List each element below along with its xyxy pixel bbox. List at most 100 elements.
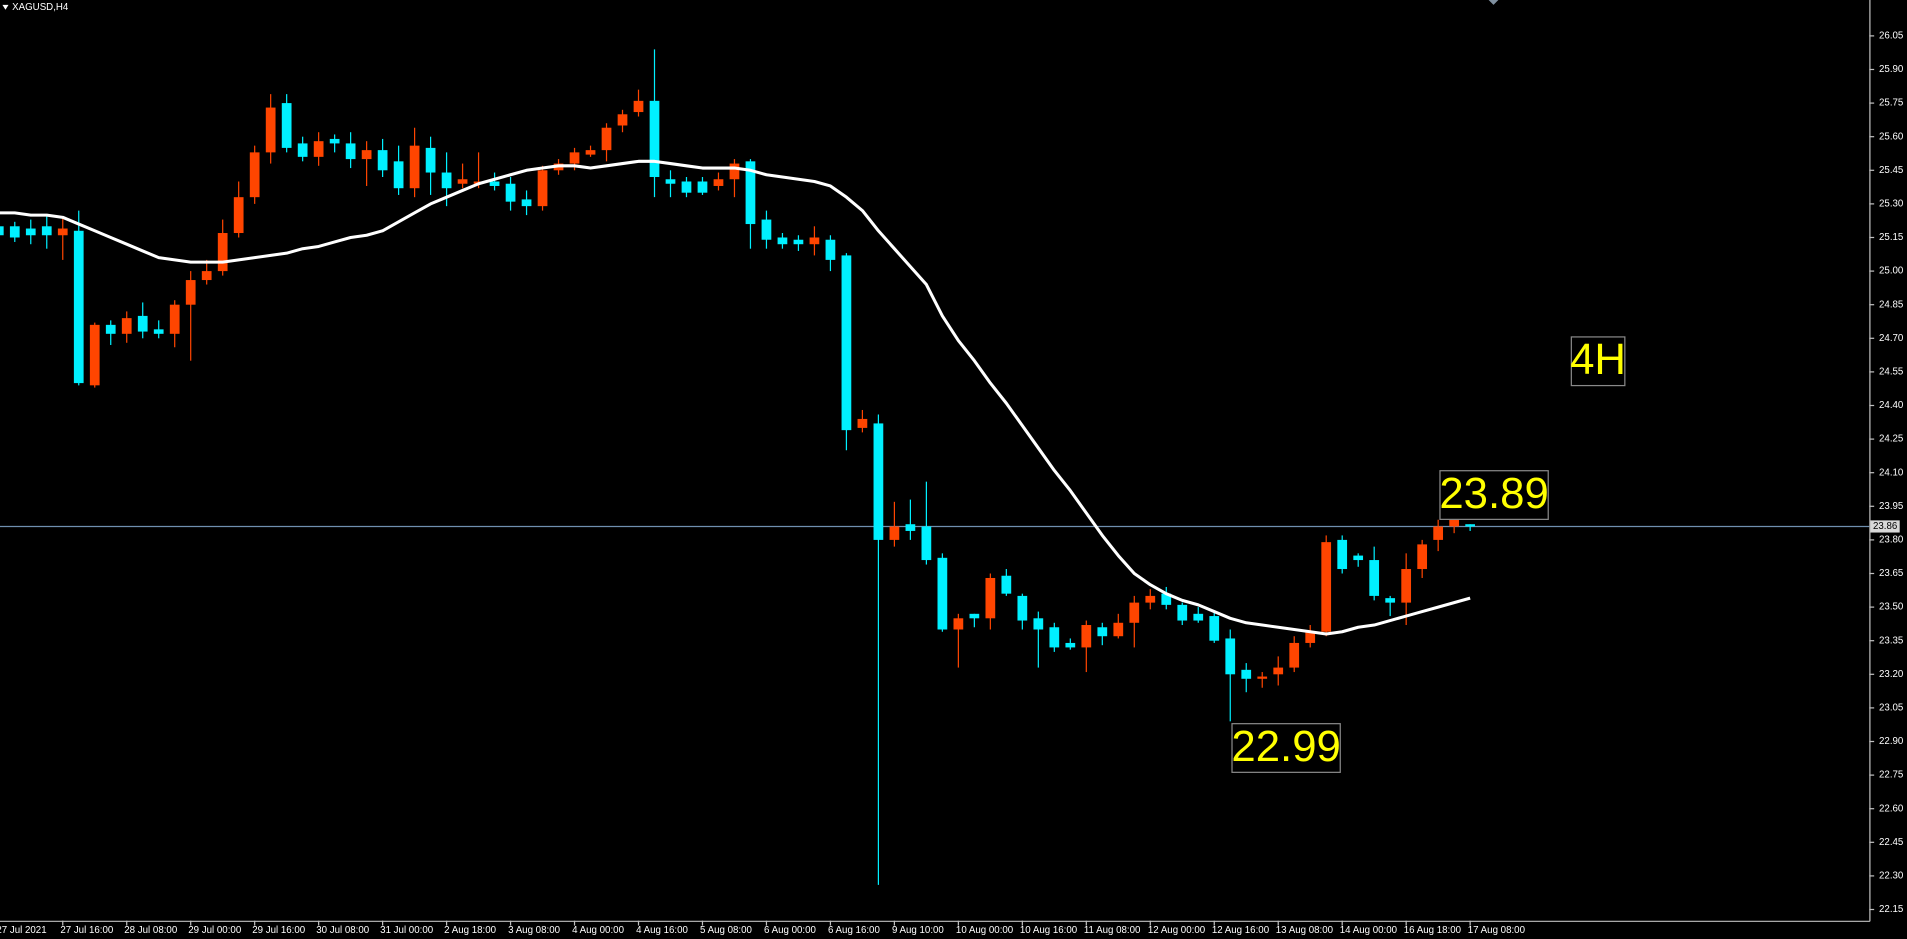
candle-body [1081, 625, 1092, 648]
candle-body [345, 143, 356, 160]
candle-body [1209, 616, 1220, 641]
candle-body [1337, 539, 1348, 570]
candle-body [1289, 642, 1300, 668]
candle-body [1321, 542, 1332, 632]
candle-body [1305, 631, 1316, 643]
candle-body [233, 197, 244, 234]
candle-body [729, 163, 740, 180]
y-tick-label: 24.10 [1879, 467, 1904, 478]
x-tick-label: 4 Aug 00:00 [572, 925, 624, 936]
candle-body [1273, 667, 1284, 675]
x-tick-label: 13 Aug 08:00 [1276, 925, 1334, 936]
candle-body [41, 226, 52, 236]
y-tick-label: 22.90 [1879, 736, 1904, 747]
y-tick-label: 22.60 [1879, 803, 1904, 814]
candle-body [1113, 622, 1124, 637]
candle-body [329, 138, 340, 144]
x-tick-label: 27 Jul 16:00 [60, 925, 114, 936]
x-tick-label: 31 Jul 00:00 [380, 925, 434, 936]
candle-body [585, 150, 596, 155]
x-tick-label: 12 Aug 16:00 [1212, 925, 1270, 936]
y-tick-label: 25.60 [1879, 131, 1904, 142]
candle-body [489, 181, 500, 186]
candle-body [1065, 642, 1076, 648]
y-tick-label: 26.05 [1879, 30, 1903, 41]
candle-body [441, 172, 452, 189]
candle-body [89, 324, 100, 386]
candle-body [361, 150, 372, 160]
candle-body [297, 143, 308, 157]
x-tick-label: 9 Aug 10:00 [892, 925, 944, 936]
x-tick-label: 17 Aug 08:00 [1468, 925, 1526, 936]
candle-body [1401, 569, 1412, 603]
candle-body [1017, 595, 1028, 621]
candle-body [841, 255, 852, 431]
candle-body [809, 237, 820, 245]
candle-body [409, 145, 420, 189]
candle-body [617, 114, 628, 126]
candle-body [505, 183, 516, 202]
candle-body [1369, 560, 1380, 596]
y-tick-label: 23.80 [1879, 534, 1904, 545]
candle-body [25, 228, 36, 236]
x-tick-label: 27 Jul 2021 [0, 925, 47, 936]
candle-body [761, 219, 772, 240]
y-tick-label: 23.35 [1879, 635, 1903, 646]
y-tick-label: 24.70 [1879, 333, 1904, 344]
candle-body [121, 318, 132, 334]
y-tick-label: 25.75 [1879, 98, 1903, 109]
candle-body [137, 315, 148, 332]
price-label: 23.86 [1873, 521, 1897, 532]
candle-body [217, 233, 228, 272]
candle-body [937, 557, 948, 630]
candle-body [985, 577, 996, 619]
y-tick-label: 22.30 [1879, 870, 1904, 881]
x-tick-label: 10 Aug 00:00 [956, 925, 1014, 936]
candle-body [969, 613, 980, 619]
x-tick-label: 16 Aug 18:00 [1404, 925, 1462, 936]
moving-average [0, 159, 1471, 636]
candle-body [249, 152, 260, 198]
candle-body [1241, 669, 1252, 679]
candle-body [1417, 544, 1428, 570]
candle-body [1193, 613, 1204, 621]
candle-body [1161, 593, 1172, 605]
candle-body [713, 179, 724, 186]
candle-body [393, 161, 404, 189]
candle-body [185, 280, 196, 305]
symbol-title: XAGUSD,H4 [12, 2, 69, 13]
y-tick-label: 22.15 [1879, 904, 1903, 915]
candle-body [57, 228, 68, 236]
candle-body [281, 103, 292, 148]
y-tick-label: 25.30 [1879, 198, 1904, 209]
y-tick-label: 23.20 [1879, 669, 1904, 680]
annotation: 4H [1570, 335, 1626, 384]
x-tick-label: 3 Aug 08:00 [508, 925, 560, 936]
candle-body [649, 100, 660, 178]
candle-body [1177, 604, 1188, 621]
candle-body [153, 329, 164, 334]
candle-body [745, 161, 756, 225]
candle-body [1449, 519, 1460, 527]
menu-arrow[interactable] [2, 4, 9, 10]
candle-body [953, 618, 964, 630]
candle-body [905, 524, 916, 531]
candle-body [633, 100, 644, 113]
candle-body [9, 226, 20, 238]
annotation: 23.89 [1439, 469, 1549, 518]
candle-body [1353, 555, 1364, 561]
x-tick-label: 10 Aug 16:00 [1020, 925, 1078, 936]
x-tick-label: 12 Aug 00:00 [1148, 925, 1206, 936]
candle-body [1001, 575, 1012, 594]
y-tick-label: 23.50 [1879, 602, 1904, 613]
y-tick-label: 23.65 [1879, 568, 1903, 579]
candle-body [569, 152, 580, 164]
marker [1488, 0, 1499, 5]
y-tick-label: 25.90 [1879, 64, 1904, 75]
candle-body [793, 239, 804, 245]
candle-body [457, 179, 468, 184]
candle-body [537, 170, 548, 207]
candle-body [1145, 595, 1156, 603]
candle-body [0, 226, 4, 236]
